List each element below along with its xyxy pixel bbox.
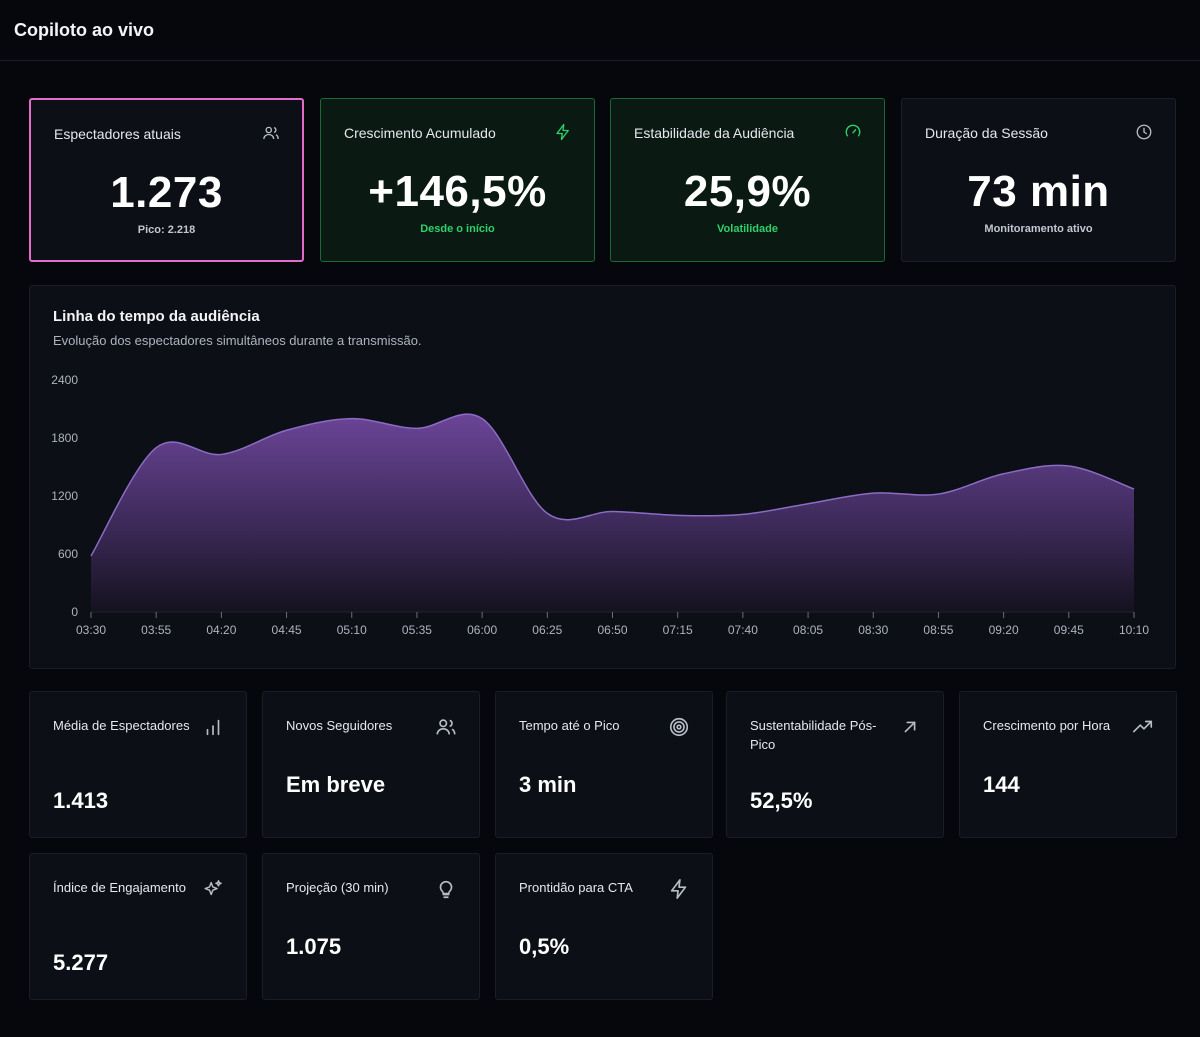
audience-area-chart[interactable]: 0 600 1200 1800 2400 03:30 03:55 04:20 04:45 05:… <box>30 286 1177 670</box>
metric-average-viewers: Média de Espectadores 1.413 <box>29 691 247 838</box>
metric-label: Prontidão para CTA <box>519 880 633 895</box>
users-icon <box>263 126 279 140</box>
metric-projection-30min: Projeção (30 min) 1.075 <box>262 853 480 1000</box>
metric-value: 52,5% <box>750 788 813 813</box>
y-tick-label: 600 <box>58 547 78 561</box>
x-tick-label: 06:25 <box>532 623 562 637</box>
trending-up-icon <box>1133 720 1153 733</box>
x-tick-label: 09:45 <box>1054 623 1084 637</box>
y-tick-label: 1800 <box>51 431 78 445</box>
metric-post-peak-sustainability: Sustentabilidade Pós-Pico 52,5% <box>726 691 944 838</box>
kpi-label: Espectadores atuais <box>54 126 181 142</box>
y-tick-label: 1200 <box>51 489 78 503</box>
kpi-audience-stability: Estabilidade da Audiência 25,9% Volatili… <box>610 98 885 262</box>
page-title: Copiloto ao vivo <box>14 20 155 40</box>
metric-hourly-growth: Crescimento por Hora 144 <box>959 691 1177 838</box>
x-tick-label: 09:20 <box>989 623 1019 637</box>
users-icon <box>436 719 456 735</box>
metric-label: Índice de Engajamento <box>53 880 186 895</box>
lightning-icon <box>556 123 569 141</box>
x-tick-label: 08:55 <box>923 623 953 637</box>
x-tick-label: 07:40 <box>728 623 758 637</box>
x-tick-label: 04:45 <box>272 623 302 637</box>
kpi-label: Duração da Sessão <box>925 125 1048 141</box>
metric-time-to-peak: Tempo até o Pico 3 min <box>495 691 713 838</box>
x-tick-label: 03:30 <box>76 623 106 637</box>
x-tick-label: 10:10 <box>1119 623 1149 637</box>
kpi-value: +146,5% <box>368 167 547 216</box>
y-tick-label: 0 <box>71 605 78 619</box>
metric-value: 1.413 <box>53 788 109 813</box>
sparkles-icon <box>204 880 222 896</box>
metric-value: 0,5% <box>519 934 570 959</box>
clock-icon <box>1136 124 1152 140</box>
metric-new-followers: Novos Seguidores Em breve <box>262 691 480 838</box>
kpi-label: Estabilidade da Audiência <box>634 125 795 141</box>
metric-value: 1.075 <box>286 934 342 959</box>
kpi-sub: Desde o início <box>420 223 495 235</box>
audience-area <box>91 414 1134 612</box>
x-tick-label: 04:20 <box>206 623 236 637</box>
x-tick-label: 08:05 <box>793 623 823 637</box>
metric-label: Crescimento por Hora <box>983 718 1111 733</box>
kpi-label: Crescimento Acumulado <box>344 125 496 141</box>
lightbulb-icon <box>439 880 453 899</box>
metric-value: 5.277 <box>53 950 109 975</box>
kpi-sub: Volatilidade <box>717 223 778 235</box>
x-tick-label: 06:50 <box>597 623 627 637</box>
audience-timeline-card: Linha do tempo da audiência Evolução dos… <box>29 285 1176 669</box>
kpi-session-duration: Duração da Sessão 73 min Monitoramento a… <box>901 98 1176 262</box>
arrow-up-right-icon <box>904 721 916 733</box>
metric-value: Em breve <box>286 772 386 797</box>
x-tick-label: 08:30 <box>858 623 888 637</box>
metric-engagement-index: Índice de Engajamento 5.277 <box>29 853 247 1000</box>
kpi-sub: Monitoramento ativo <box>984 223 1093 235</box>
target-icon <box>669 717 689 737</box>
gauge-icon <box>845 124 861 137</box>
audience-line <box>90 413 1135 557</box>
metric-value: 3 min <box>519 772 577 797</box>
x-tick-label: 07:15 <box>663 623 693 637</box>
metric-value: 144 <box>983 772 1020 797</box>
kpi-value: 1.273 <box>110 168 223 217</box>
metric-label: Tempo até o Pico <box>519 718 620 733</box>
kpi-value: 25,9% <box>683 167 812 216</box>
x-tick-label: 05:35 <box>402 623 432 637</box>
kpi-current-viewers: Espectadores atuais 1.273 Pico: 2.218 <box>29 98 304 262</box>
kpi-cumulative-growth: Crescimento Acumulado +146,5% Desde o in… <box>320 98 595 262</box>
page-header: Copiloto ao vivo <box>0 0 1200 61</box>
bar-chart-icon <box>206 719 220 736</box>
chart-title: Linha do tempo da audiência <box>53 308 260 325</box>
metric-label: Projeção (30 min) <box>286 880 389 895</box>
metric-label: Média de Espectadores <box>53 718 190 733</box>
kpi-value: 73 min <box>967 167 1110 216</box>
metric-label: Sustentabilidade Pós-Pico <box>750 718 877 752</box>
metric-label: Novos Seguidores <box>286 718 393 733</box>
x-tick-label: 06:00 <box>467 623 497 637</box>
lightning-icon <box>670 879 687 899</box>
kpi-sub: Pico: 2.218 <box>137 224 196 236</box>
y-tick-label: 2400 <box>51 373 78 387</box>
x-tick-label: 05:10 <box>337 623 367 637</box>
metric-cta-readiness: Prontidão para CTA 0,5% <box>495 853 713 1000</box>
x-tick-label: 03:55 <box>141 623 171 637</box>
chart-subtitle: Evolução dos espectadores simultâneos du… <box>53 333 422 348</box>
